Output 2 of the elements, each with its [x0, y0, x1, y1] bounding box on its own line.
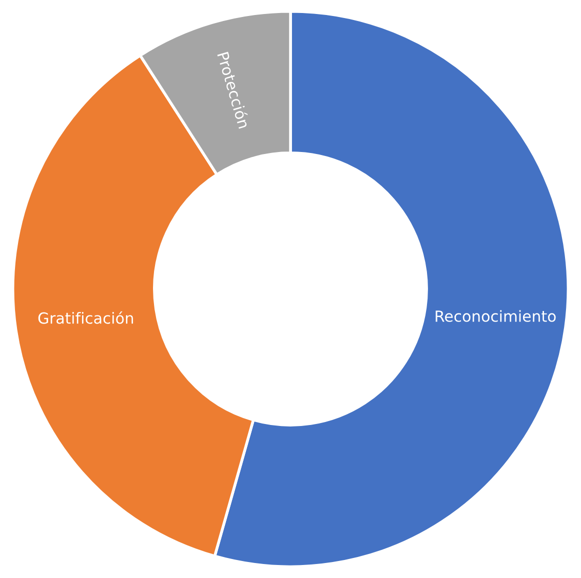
slice-label: Reconocimiento [436, 310, 556, 322]
slice-label: Gratificación [38, 311, 133, 324]
